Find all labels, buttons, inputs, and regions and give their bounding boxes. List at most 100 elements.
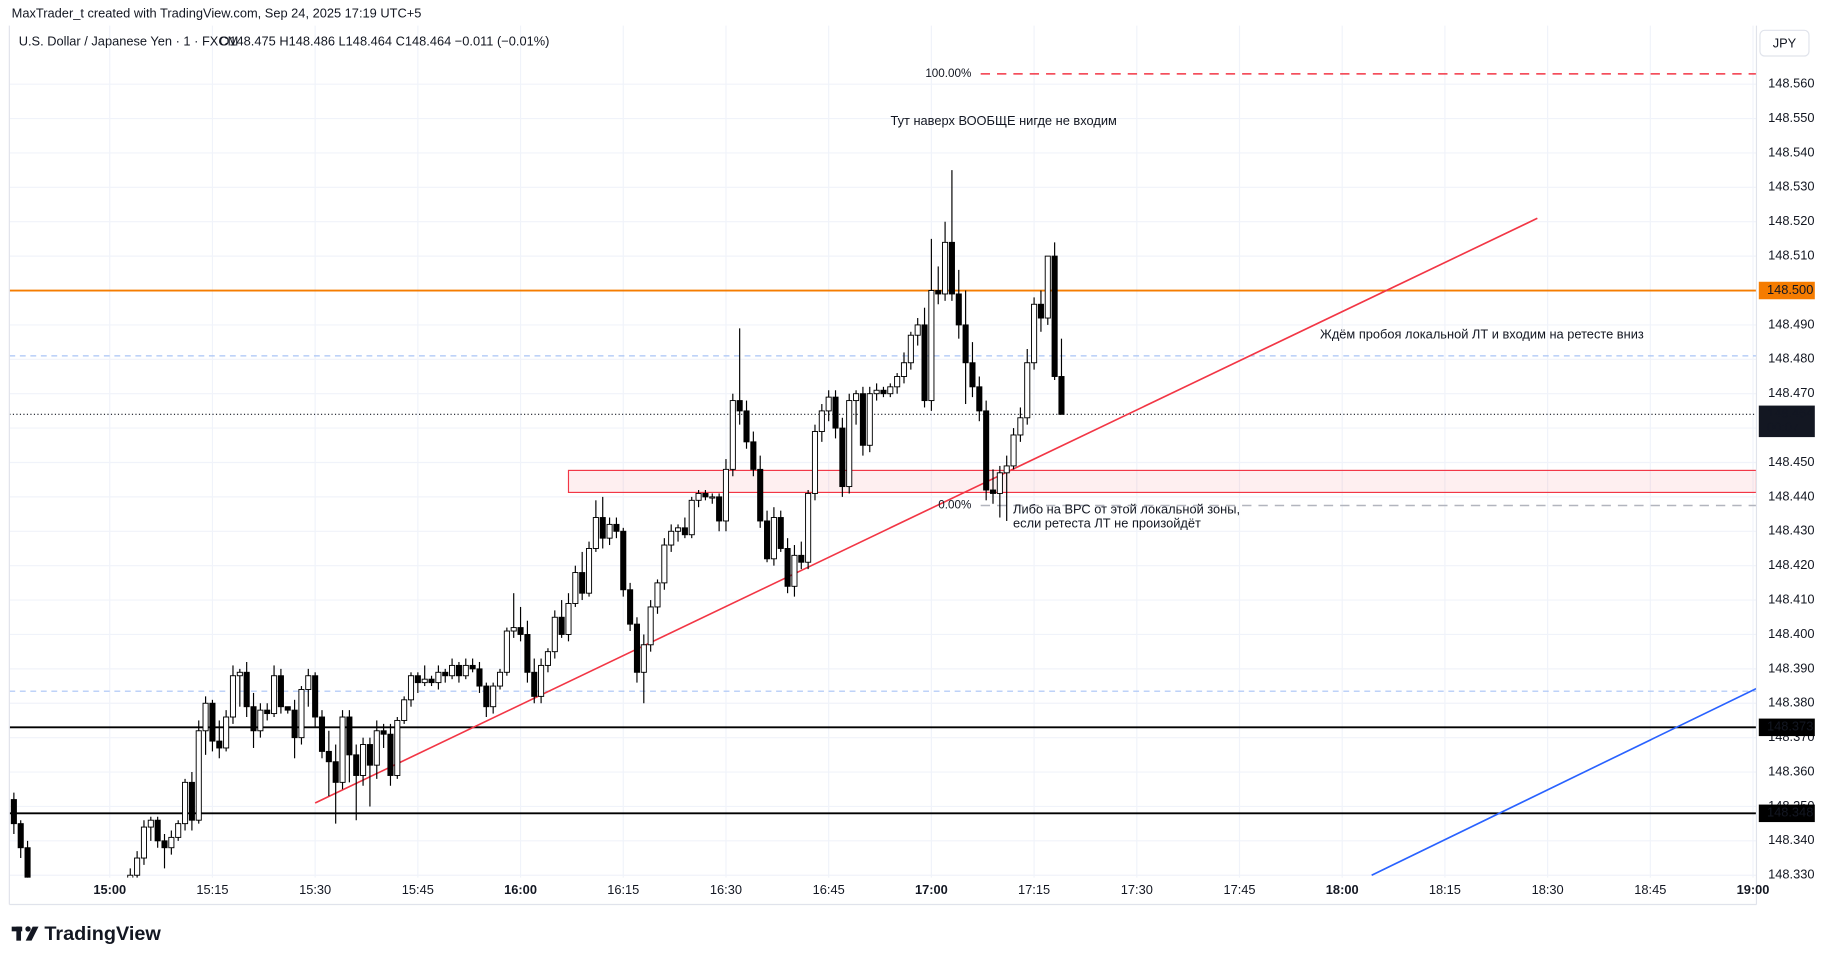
candle-body — [168, 836, 175, 849]
currency-button[interactable] — [1759, 29, 1810, 57]
candle-body — [661, 544, 668, 584]
y-tick-label: 148.510 — [1768, 248, 1814, 263]
candle-body — [585, 548, 593, 594]
candle-body — [770, 517, 777, 560]
candle-body — [312, 675, 319, 718]
candle-body — [983, 410, 990, 491]
candle-body — [134, 857, 141, 876]
y-tick-label: 148.470 — [1768, 385, 1814, 400]
candle-body — [469, 664, 476, 670]
candle-body — [1051, 255, 1058, 377]
candle-body — [318, 716, 326, 752]
currency-label[interactable]: JPY — [1773, 36, 1797, 51]
price-box-label: 148.348 — [1767, 805, 1813, 820]
candle-body — [709, 496, 716, 499]
last-price-label: 148.464 — [1767, 406, 1813, 421]
plot-area — [9, 73, 1757, 878]
candle-body — [647, 606, 654, 646]
candle-body — [1031, 303, 1038, 364]
y-tick-label: 148.550 — [1768, 110, 1814, 125]
symbol-title: U.S. Dollar / Japanese Yen · 1 · FXCM — [19, 33, 239, 48]
candle-body — [223, 716, 230, 749]
candle-body — [784, 548, 791, 587]
candle-body — [1017, 417, 1024, 436]
x-tick-label: 18:15 — [1429, 882, 1461, 897]
brand-name: TradingView — [44, 923, 161, 945]
y-tick-label: 148.400 — [1768, 626, 1814, 641]
candle-body — [743, 410, 750, 443]
candle-body — [716, 496, 723, 522]
candle-body — [428, 678, 435, 684]
candle-body — [989, 489, 997, 494]
x-tick-label: 18:45 — [1634, 882, 1666, 897]
candle-body — [859, 393, 866, 446]
candle-body — [271, 675, 278, 715]
candle-body — [627, 589, 634, 625]
candle-body — [846, 400, 853, 488]
attribution: MaxTrader_t created with TradingView.com… — [12, 5, 422, 20]
candle-body — [1003, 465, 1010, 474]
candle-body — [257, 709, 264, 732]
y-tick-label: 148.540 — [1768, 144, 1814, 159]
candle-body — [750, 441, 757, 470]
brand-logo — [11, 926, 39, 941]
x-tick-label: 17:00 — [915, 882, 948, 897]
candle-body — [325, 750, 332, 763]
candle-body — [654, 582, 661, 608]
y-tick-label: 148.430 — [1768, 523, 1814, 538]
candle-body — [202, 702, 209, 732]
candle-body — [675, 527, 682, 532]
candle-body — [373, 730, 380, 766]
x-tick-label: 15:15 — [196, 882, 228, 897]
candle-body — [332, 761, 339, 783]
price-box-label: 148.500 — [1767, 282, 1813, 297]
candle-body — [531, 671, 538, 697]
y-tick-label: 148.480 — [1768, 351, 1814, 366]
candle-body — [880, 389, 887, 395]
candle-body — [969, 362, 976, 388]
candle-body — [229, 675, 237, 718]
price-box — [1758, 281, 1815, 300]
candle-body — [401, 699, 408, 721]
candle-body — [764, 520, 771, 560]
price-box-label: 148.373 — [1767, 719, 1813, 734]
candle-body — [688, 499, 695, 536]
candle-body — [558, 616, 565, 635]
candle-body — [757, 468, 764, 522]
candle-body — [449, 664, 456, 677]
zone — [567, 469, 1757, 493]
x-tick-label: 19:00 — [1737, 882, 1770, 897]
candle-body — [462, 664, 469, 677]
axes: 15:00 15:15 15:30 15:45 16:00 16:15 16:30 16:45… — [93, 76, 1815, 897]
candle-body — [366, 744, 373, 766]
candle-body — [805, 492, 812, 563]
candle-body — [216, 740, 223, 749]
candle-body — [592, 517, 599, 549]
candle-body — [442, 671, 449, 677]
candle-body — [695, 492, 702, 501]
x-tick-label: 16:45 — [813, 882, 845, 897]
candle-body — [1037, 303, 1044, 319]
y-tick-label: 148.410 — [1768, 591, 1814, 606]
x-tick-label: 15:00 — [93, 882, 126, 897]
candle-body — [832, 396, 839, 429]
y-tick-label: 148.390 — [1768, 660, 1814, 675]
x-tick-label: 16:00 — [504, 882, 537, 897]
candle-body — [1044, 255, 1051, 319]
candle-body — [305, 675, 312, 690]
trendline — [1371, 687, 1757, 876]
candle-body — [777, 517, 784, 549]
candle-body — [510, 627, 517, 632]
candle-body — [250, 706, 257, 732]
candle-body — [339, 716, 346, 783]
y-tick-label: 148.360 — [1768, 763, 1814, 778]
candle-body — [476, 668, 483, 687]
y-tick-label: 148.450 — [1768, 454, 1814, 469]
candle-body — [839, 427, 846, 488]
candle-body — [887, 386, 894, 395]
x-tick-label: 16:15 — [607, 882, 639, 897]
candle-body — [1024, 362, 1031, 419]
candle-body — [298, 689, 305, 739]
candle-body — [668, 530, 675, 546]
